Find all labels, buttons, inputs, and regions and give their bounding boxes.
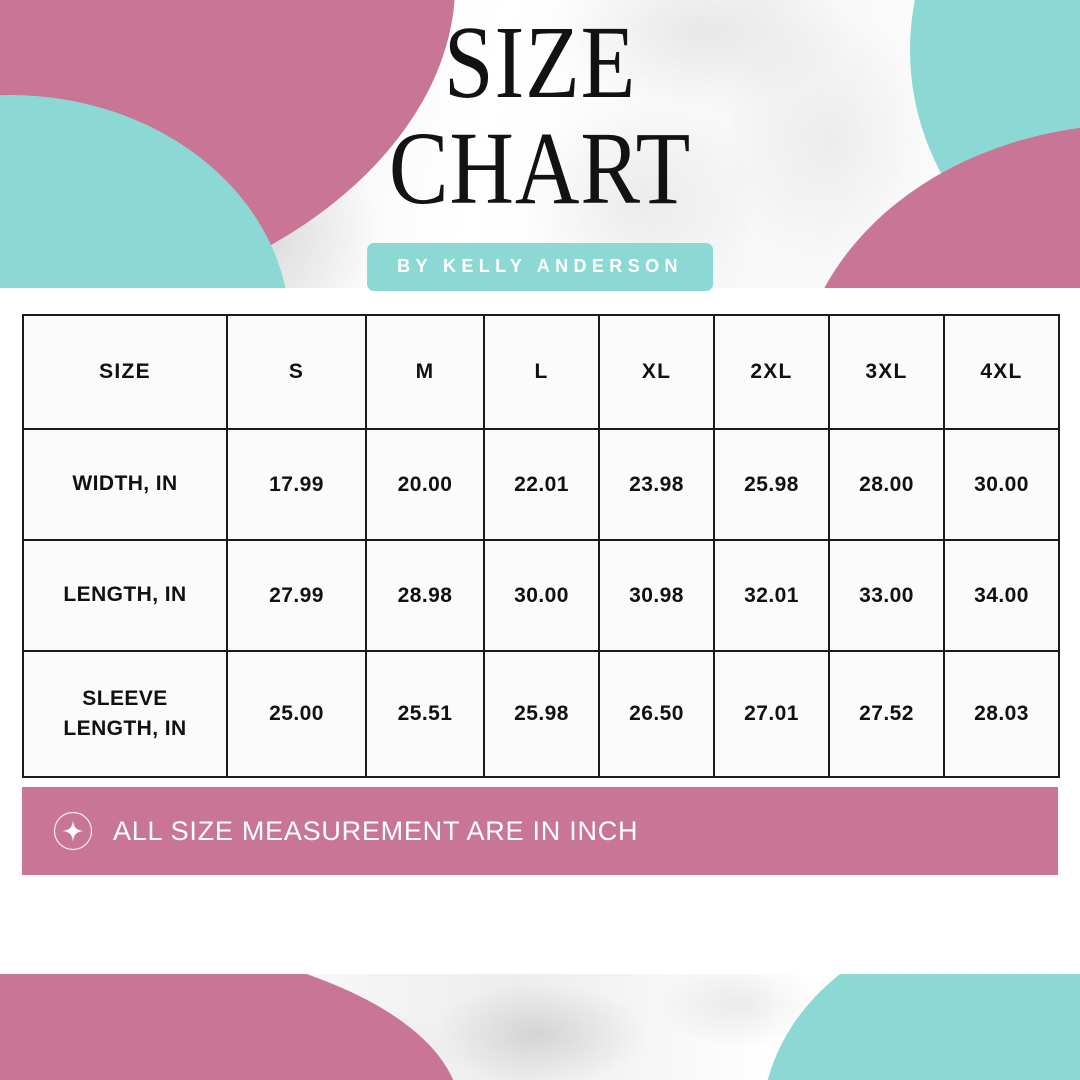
sleeve-value-xl: 26.50 [598, 650, 715, 778]
sleeve-value-m: 25.51 [365, 650, 485, 778]
width-value-3xl: 28.00 [828, 428, 945, 541]
length-value-2xl: 32.01 [713, 539, 830, 652]
sleeve-value-4xl: 28.03 [943, 650, 1060, 778]
header-cell-2xl: 2XL [713, 314, 830, 430]
title-line-size: SIZE [443, 5, 637, 120]
header-cell-3xl: 3XL [828, 314, 945, 430]
header-cell-size: SIZE [22, 314, 228, 430]
row-label-sleeve-length: SLEEVE LENGTH, IN [22, 650, 228, 778]
table-row-width: WIDTH, IN 17.99 20.00 22.01 23.98 25.98 … [22, 428, 1060, 541]
sparkle-star-icon [53, 811, 93, 851]
header-cell-xl: XL [598, 314, 715, 430]
top-decorative-band [0, 0, 1080, 288]
width-value-m: 20.00 [365, 428, 485, 541]
length-value-4xl: 34.00 [943, 539, 1060, 652]
width-value-l: 22.01 [483, 428, 600, 541]
header-cell-4xl: 4XL [943, 314, 1060, 430]
row-label-sleeve-line1: SLEEVE [82, 686, 168, 710]
sleeve-value-3xl: 27.52 [828, 650, 945, 778]
measurement-note-banner: ALL SIZE MEASUREMENT ARE IN INCH [22, 787, 1058, 875]
row-label-length: LENGTH, IN [22, 539, 228, 652]
size-table-container: SIZE S M L XL 2XL 3XL 4XL WIDTH, IN 17.9… [22, 314, 1060, 778]
sleeve-value-s: 25.00 [226, 650, 367, 778]
title-line-chart: CHART [388, 110, 692, 226]
length-value-s: 27.99 [226, 539, 367, 652]
table-row-sleeve-length: SLEEVE LENGTH, IN 25.00 25.51 25.98 26.5… [22, 650, 1060, 778]
width-value-s: 17.99 [226, 428, 367, 541]
sleeve-value-2xl: 27.01 [713, 650, 830, 778]
measurement-note-text: ALL SIZE MEASUREMENT ARE IN INCH [113, 815, 639, 846]
row-label-sleeve-line2: LENGTH, IN [63, 717, 187, 740]
width-value-xl: 23.98 [598, 428, 715, 541]
width-value-2xl: 25.98 [713, 428, 830, 541]
sleeve-value-l: 25.98 [483, 650, 600, 778]
length-value-xl: 30.98 [598, 539, 715, 652]
length-value-3xl: 33.00 [828, 539, 945, 652]
header-cell-m: M [365, 314, 485, 430]
size-table: SIZE S M L XL 2XL 3XL 4XL WIDTH, IN 17.9… [22, 314, 1060, 778]
row-label-width: WIDTH, IN [22, 428, 228, 541]
page-title: SIZE CHART [0, 0, 1080, 226]
length-value-l: 30.00 [483, 539, 600, 652]
header-cell-l: L [483, 314, 600, 430]
width-value-4xl: 30.00 [943, 428, 1060, 541]
byline-badge: BY KELLY ANDERSON [367, 243, 713, 291]
bottom-decorative-band [0, 974, 1080, 1080]
header-cell-s: S [226, 314, 367, 430]
table-row-length: LENGTH, IN 27.99 28.98 30.00 30.98 32.01… [22, 539, 1060, 652]
length-value-m: 28.98 [365, 539, 485, 652]
table-header-row: SIZE S M L XL 2XL 3XL 4XL [22, 314, 1060, 430]
